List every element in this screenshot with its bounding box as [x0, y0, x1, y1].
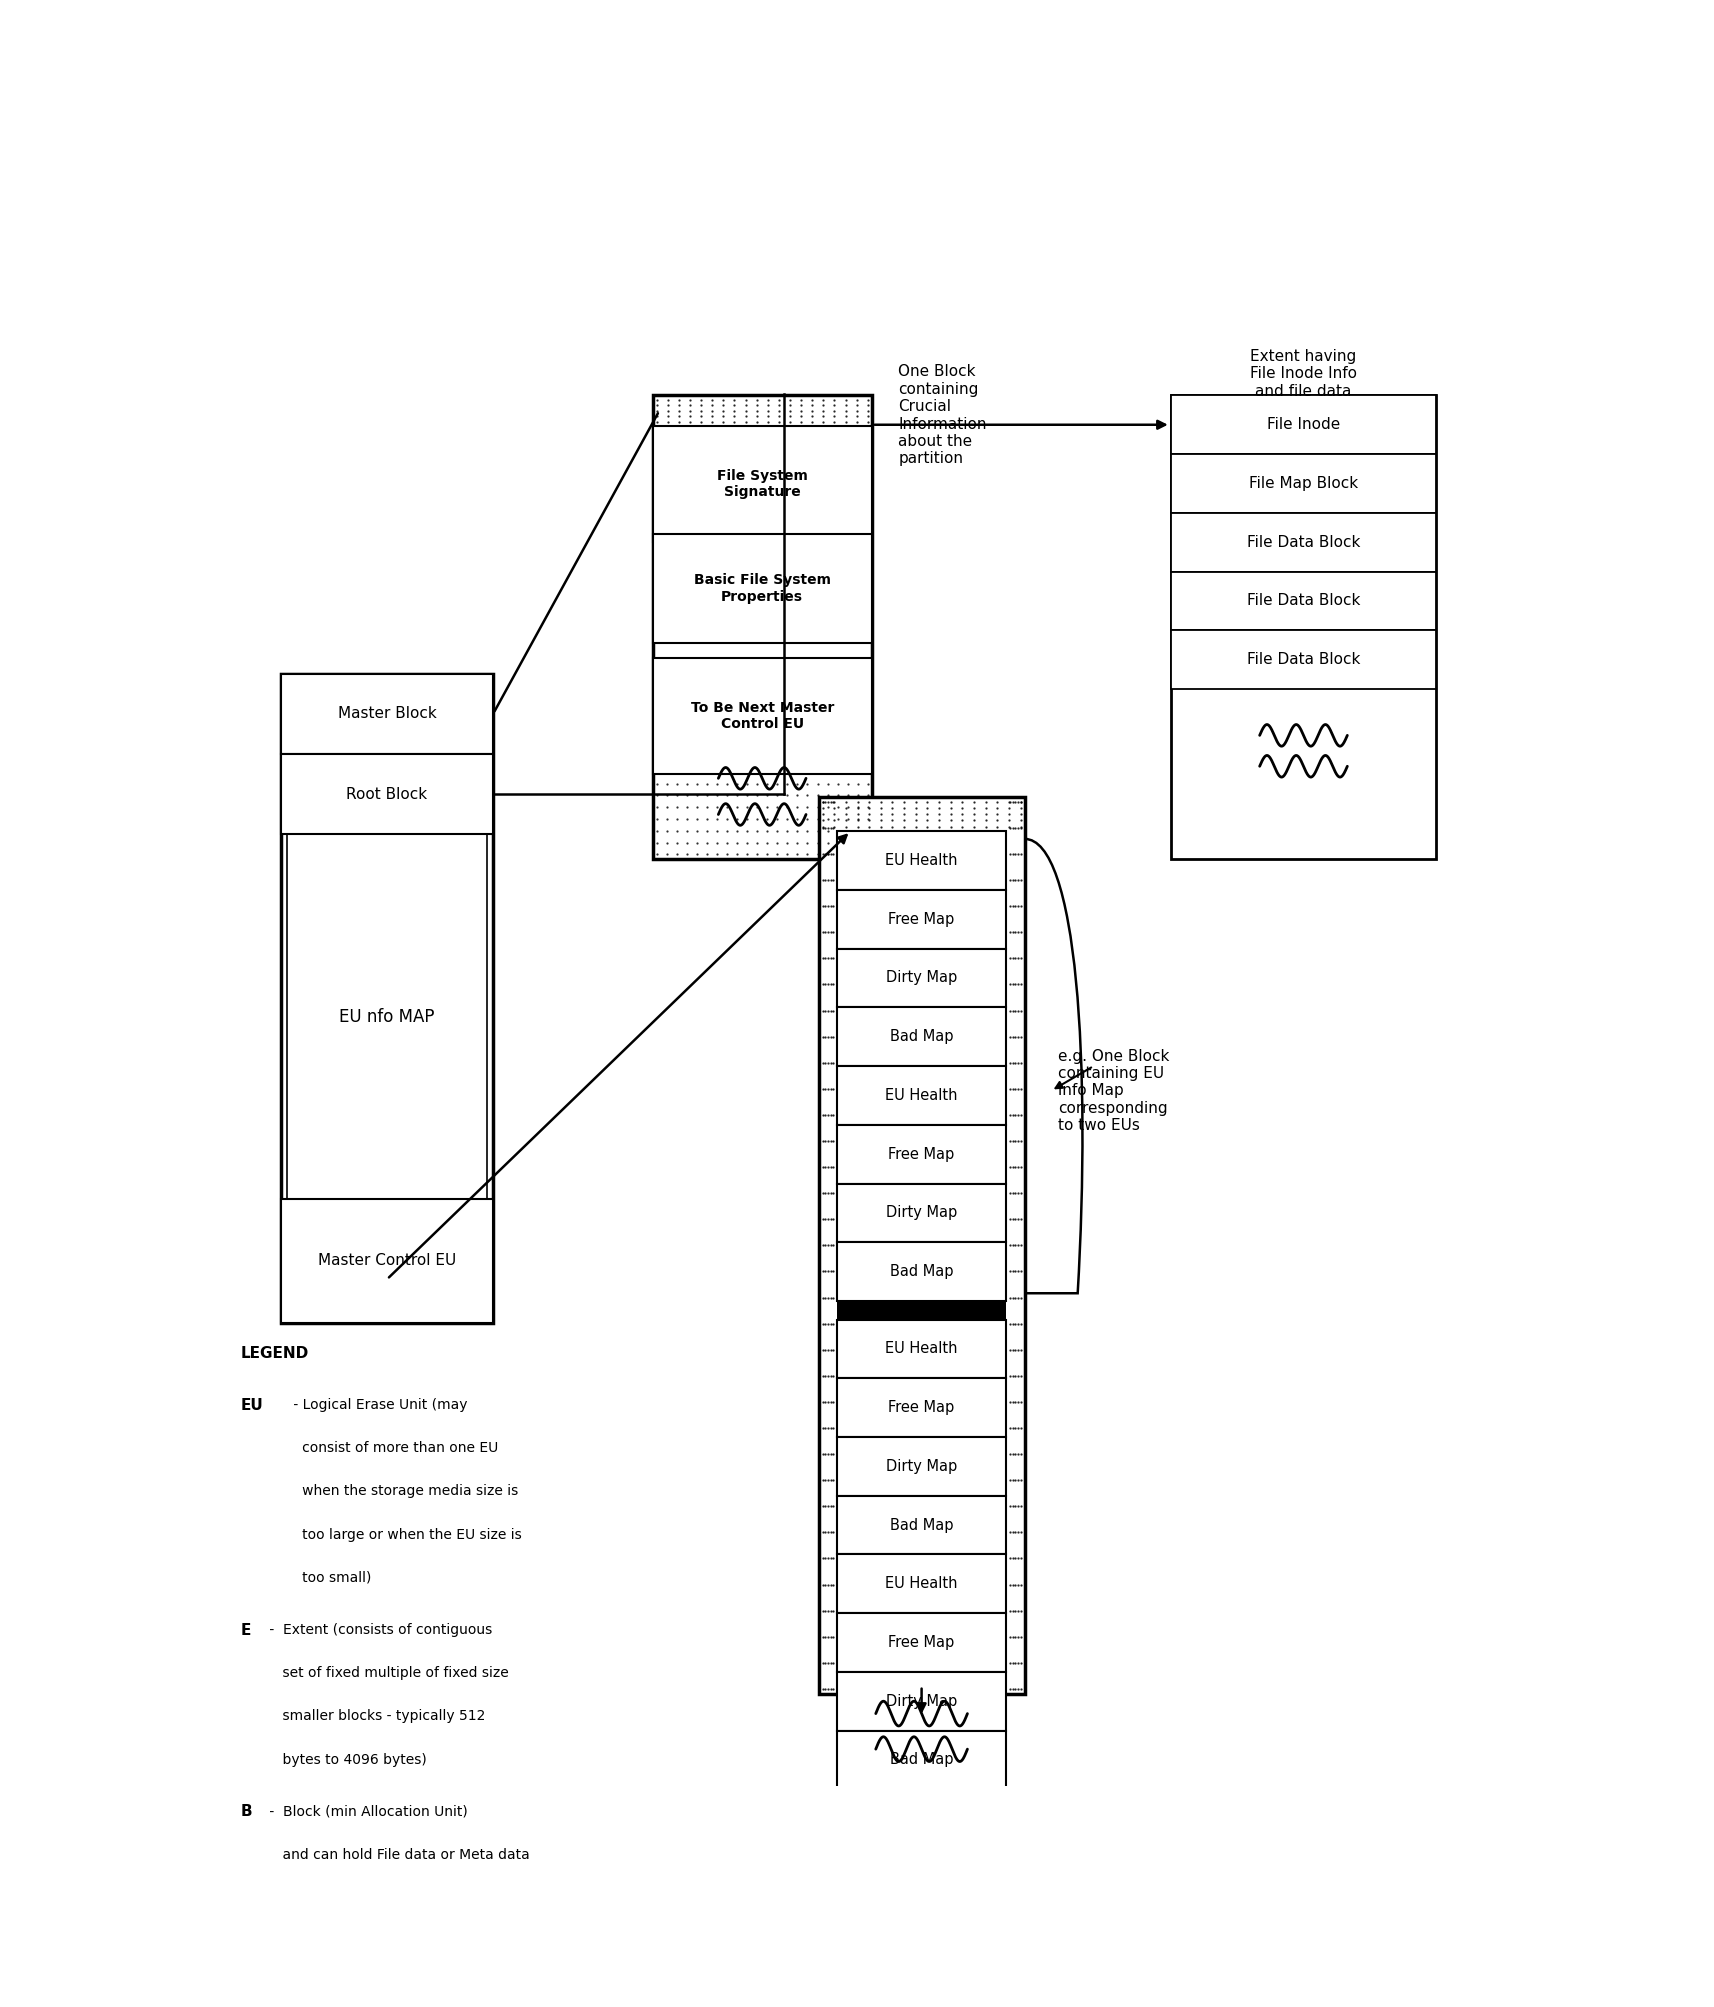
Bar	[836, 1730, 1006, 1790]
Text: Bad Map: Bad Map	[890, 1752, 953, 1768]
Bar	[836, 1379, 1006, 1437]
Text: and can hold File data or Meta data: and can hold File data or Meta data	[264, 1848, 530, 1862]
Bar	[1171, 395, 1436, 454]
Text: -  Block (min Allocation Unit): - Block (min Allocation Unit)	[264, 1804, 468, 1818]
Bar	[836, 1124, 1006, 1184]
Text: To Be Next Master
Control EU: To Be Next Master Control EU	[691, 700, 835, 731]
Text: e.g. One Block
containing EU
info Map
corresponding
to two EUs: e.g. One Block containing EU info Map co…	[1058, 1048, 1169, 1134]
Text: Root Block: Root Block	[346, 787, 427, 801]
Text: EU Health: EU Health	[886, 1088, 958, 1104]
Bar	[836, 1184, 1006, 1242]
Text: Dirty Map: Dirty Map	[886, 971, 956, 985]
Text: Dirty Map: Dirty Map	[886, 1206, 956, 1220]
Text: when the storage media size is: when the storage media size is	[288, 1485, 518, 1499]
Bar	[1171, 395, 1436, 859]
Text: - Logical Erase Unit (may: - Logical Erase Unit (may	[288, 1397, 468, 1411]
Bar	[653, 425, 872, 542]
Bar	[653, 534, 872, 642]
Text: Master Control EU: Master Control EU	[317, 1252, 456, 1268]
Text: File Map Block: File Map Block	[1250, 476, 1357, 492]
Bar	[836, 1008, 1006, 1066]
Text: consist of more than one EU: consist of more than one EU	[288, 1441, 497, 1455]
Bar	[281, 674, 494, 755]
Bar	[653, 395, 872, 859]
Text: Bad Map: Bad Map	[890, 1517, 953, 1533]
Bar	[653, 658, 872, 775]
Bar	[836, 1614, 1006, 1672]
Text: EU: EU	[240, 1397, 264, 1413]
Text: Bad Map: Bad Map	[890, 1030, 953, 1044]
Bar	[836, 1555, 1006, 1614]
Bar	[836, 1319, 1006, 1379]
Text: -  Extent (consists of contiguous: - Extent (consists of contiguous	[264, 1624, 492, 1638]
Bar	[819, 797, 1025, 1694]
Bar	[1171, 572, 1436, 630]
Text: too large or when the EU size is: too large or when the EU size is	[288, 1527, 521, 1541]
Text: E: E	[240, 1624, 252, 1638]
Text: EU Health: EU Health	[886, 1341, 958, 1357]
Bar	[836, 889, 1006, 949]
Text: Dirty Map: Dirty Map	[886, 1694, 956, 1708]
Bar	[836, 1672, 1006, 1730]
Bar	[281, 755, 494, 835]
Text: LEGEND: LEGEND	[240, 1347, 309, 1361]
Text: Free Map: Free Map	[888, 1636, 955, 1650]
Bar	[836, 1066, 1006, 1124]
Text: Free Map: Free Map	[888, 911, 955, 927]
Text: Master Block: Master Block	[338, 706, 437, 721]
Text: EU Health: EU Health	[886, 1575, 958, 1592]
Bar	[1171, 514, 1436, 572]
Bar	[836, 1437, 1006, 1495]
Text: Dirty Map: Dirty Map	[886, 1459, 956, 1473]
Text: File System
Signature: File System Signature	[716, 470, 807, 500]
Text: Free Map: Free Map	[888, 1146, 955, 1162]
Text: File Data Block: File Data Block	[1246, 534, 1361, 550]
Text: Extent having
File Inode Info
and file data: Extent having File Inode Info and file d…	[1250, 349, 1357, 399]
Text: EU Health: EU Health	[886, 853, 958, 869]
Bar	[836, 831, 1006, 889]
Bar	[288, 680, 487, 1315]
Text: smaller blocks - typically 512: smaller blocks - typically 512	[264, 1710, 485, 1724]
Text: EU nfo MAP: EU nfo MAP	[339, 1008, 435, 1026]
Bar	[836, 949, 1006, 1008]
Bar	[281, 674, 494, 1323]
Text: Free Map: Free Map	[888, 1401, 955, 1415]
Text: bytes to 4096 bytes): bytes to 4096 bytes)	[264, 1752, 427, 1766]
Text: File Inode: File Inode	[1267, 417, 1340, 432]
Text: Basic File System
Properties: Basic File System Properties	[694, 574, 831, 604]
Text: File Data Block: File Data Block	[1246, 594, 1361, 608]
Text: set of fixed multiple of fixed size: set of fixed multiple of fixed size	[264, 1666, 509, 1680]
Bar	[836, 1301, 1006, 1319]
Bar	[281, 1198, 494, 1323]
Text: B: B	[240, 1804, 252, 1820]
Text: too small): too small)	[288, 1571, 370, 1586]
Bar	[836, 1495, 1006, 1555]
Text: One Block
containing
Crucial
Information
about the
partition: One Block containing Crucial Information…	[898, 365, 987, 466]
Bar	[1171, 454, 1436, 514]
Bar	[836, 1242, 1006, 1301]
Text: Bad Map: Bad Map	[890, 1264, 953, 1278]
Text: File Data Block: File Data Block	[1246, 652, 1361, 666]
Bar	[1171, 630, 1436, 688]
